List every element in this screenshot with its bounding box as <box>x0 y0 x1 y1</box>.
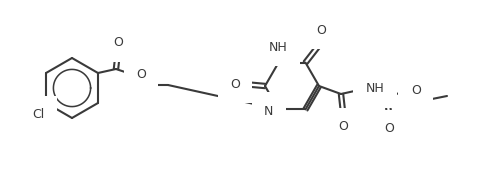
Text: O: O <box>317 24 327 37</box>
Text: O: O <box>338 120 348 133</box>
Text: O: O <box>230 77 240 90</box>
Text: NH: NH <box>366 83 385 96</box>
Text: N: N <box>264 105 273 118</box>
Text: O: O <box>411 84 421 98</box>
Text: O: O <box>136 68 146 81</box>
Text: NH: NH <box>269 41 288 54</box>
Text: Cl: Cl <box>32 108 44 121</box>
Text: O: O <box>384 122 394 135</box>
Text: O: O <box>113 36 123 49</box>
